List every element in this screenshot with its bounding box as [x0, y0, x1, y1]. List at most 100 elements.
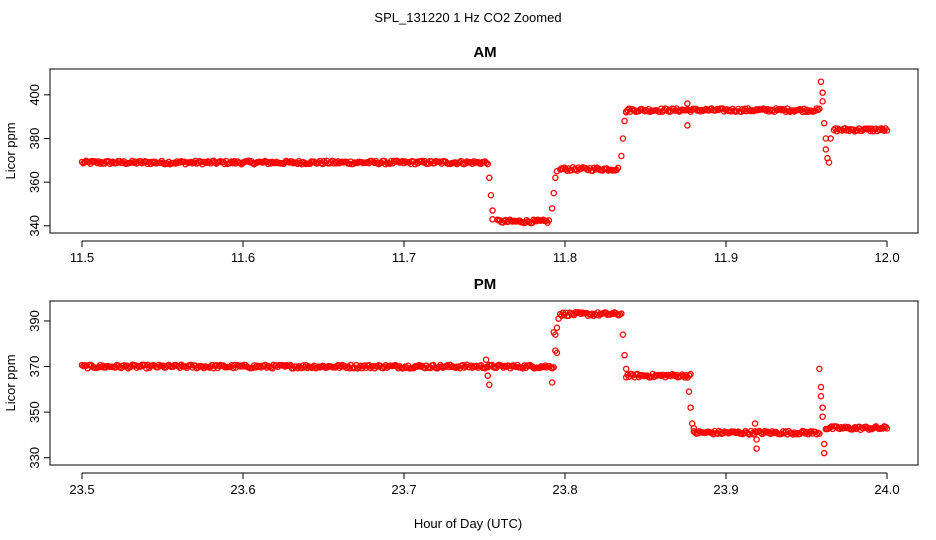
data-point — [550, 364, 557, 371]
data-point — [685, 372, 693, 379]
transition-point — [816, 365, 823, 373]
transition-point — [820, 119, 828, 127]
am-plot-frame — [49, 68, 919, 234]
transition-point — [553, 349, 561, 357]
transition-point — [753, 436, 760, 443]
data-point — [96, 160, 104, 167]
x-tick-label: 11.6 — [231, 250, 255, 265]
transition-point — [819, 413, 826, 420]
transition-point — [486, 381, 493, 389]
data-point — [281, 363, 289, 370]
panel-pm: PM 23.5 23.6 23.7 23.8 23.9 24.0 330 350 370 390… — [3, 276, 919, 497]
data-point — [355, 363, 363, 371]
transition-point — [482, 356, 490, 363]
data-point — [882, 423, 889, 431]
transition-point — [550, 189, 557, 197]
y-tick-label: 360 — [27, 171, 42, 193]
am-x-axis: 11.5 11.6 11.7 11.8 11.9 12.0 — [70, 240, 900, 265]
data-point — [267, 160, 275, 167]
transition-point — [819, 98, 826, 105]
y-tick-label: 380 — [27, 128, 42, 150]
transition-point — [484, 372, 491, 379]
data-point — [876, 126, 884, 134]
pm-y-axis: 330 350 370 390 — [27, 310, 51, 469]
transition-point — [621, 351, 628, 359]
x-tick-label: 24.0 — [874, 482, 899, 497]
transition-point — [684, 122, 691, 129]
transition-point — [487, 191, 495, 199]
transition-point — [622, 365, 630, 373]
transition-point — [489, 207, 496, 214]
transition-point — [618, 152, 625, 160]
transition-point — [622, 109, 630, 116]
data-point — [697, 108, 704, 115]
pm-title: PM — [474, 276, 497, 293]
data-point — [292, 363, 300, 370]
pm-x-axis: 23.5 23.6 23.7 23.8 23.9 24.0 — [69, 472, 900, 497]
x-tick-label: 23.8 — [552, 482, 577, 497]
transition-point — [825, 159, 833, 166]
transition-point — [619, 331, 627, 338]
x-tick-label: 11.9 — [714, 250, 738, 265]
data-point — [609, 310, 617, 318]
y-tick-label: 370 — [27, 356, 42, 378]
am-y-axis: 340 360 380 400 — [27, 84, 51, 237]
data-point — [687, 370, 694, 378]
data-point — [618, 310, 625, 317]
transition-point — [820, 449, 828, 457]
transition-point — [817, 383, 825, 391]
transition-point — [819, 89, 826, 96]
data-point — [879, 126, 887, 133]
data-point — [776, 105, 784, 113]
transition-point — [548, 205, 556, 212]
x-tick-label: 11.5 — [70, 250, 94, 265]
transition-point — [486, 174, 493, 182]
data-point — [484, 160, 491, 168]
transition-point — [555, 315, 562, 322]
pm-points — [78, 309, 891, 457]
transition-point — [819, 404, 826, 411]
y-tick-label: 330 — [27, 447, 42, 469]
x-tick-label: 23.5 — [69, 482, 94, 497]
panel-am: AM 11.5 11.6 11.7 11.8 11.9 12.0 340 360 380 400… — [3, 44, 919, 265]
data-point — [481, 364, 489, 372]
data-point — [816, 105, 823, 113]
data-point — [883, 425, 891, 432]
data-point — [452, 159, 459, 166]
data-point — [483, 159, 490, 167]
data-point — [236, 159, 244, 166]
transition-point — [827, 135, 834, 142]
am-points — [78, 78, 891, 227]
transition-point — [684, 100, 691, 107]
transition-point — [753, 445, 760, 452]
data-point — [768, 428, 776, 435]
x-tick-label: 11.7 — [392, 250, 416, 265]
data-point — [772, 105, 780, 112]
y-tick-label: 340 — [27, 215, 42, 237]
x-tick-label: 12.0 — [874, 250, 899, 265]
transition-point — [553, 324, 561, 332]
data-point — [883, 127, 891, 134]
pm-y-axis-label: Licor ppm — [3, 354, 18, 411]
am-y-axis-label: Licor ppm — [3, 122, 18, 179]
transition-point — [687, 404, 694, 411]
transition-point — [685, 388, 693, 395]
data-point — [802, 430, 809, 437]
transition-point — [822, 146, 830, 153]
y-tick-label: 350 — [27, 401, 42, 423]
data-point — [120, 362, 128, 369]
data-point — [394, 158, 402, 165]
data-point — [176, 159, 184, 166]
transition-point — [619, 135, 627, 142]
data-point — [315, 159, 322, 166]
figure-suptitle: SPL_131220 1 Hz CO2 Zoomed — [374, 10, 561, 25]
data-point — [337, 362, 345, 370]
data-point — [208, 361, 216, 369]
y-tick-label: 400 — [27, 84, 42, 106]
transition-point — [820, 440, 828, 448]
x-tick-label: 23.6 — [230, 482, 255, 497]
x-tick-label: 23.7 — [391, 482, 416, 497]
data-point — [865, 426, 873, 433]
am-title: AM — [473, 44, 496, 61]
